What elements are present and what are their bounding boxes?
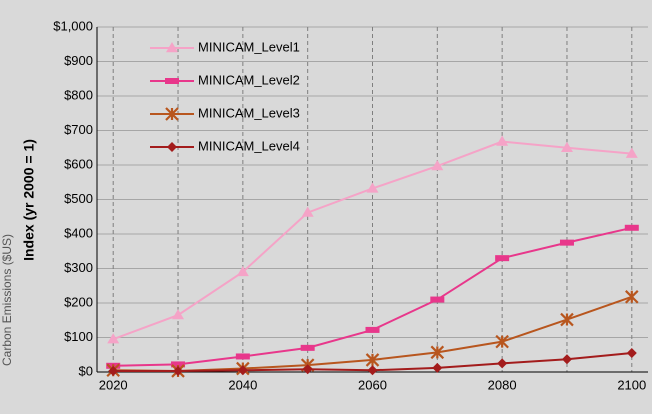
x-tick-label: 2020 [99, 377, 128, 392]
marker [300, 344, 315, 351]
marker [167, 142, 177, 152]
marker [301, 206, 314, 217]
marker [495, 334, 509, 349]
y-axis-label: Index (yr 2000 = 1) [21, 139, 37, 261]
y-tick-label: $0 [79, 363, 93, 378]
marker [173, 365, 184, 376]
legend-label: MINICAM_Level1 [198, 39, 300, 54]
marker [431, 160, 444, 171]
marker [366, 182, 379, 193]
marker [430, 345, 445, 360]
y-tick-label: $800 [64, 87, 93, 102]
y-tick-label: $1,000 [53, 18, 93, 33]
y-tick-label: $700 [64, 122, 93, 137]
marker [625, 290, 639, 304]
marker [172, 309, 185, 320]
marker [495, 255, 510, 262]
marker [430, 296, 445, 303]
side-label: Carbon Emissions ($US) [0, 234, 14, 366]
legend-label: MINICAM_Level3 [198, 105, 300, 120]
y-tick-label: $300 [64, 260, 93, 275]
marker [432, 362, 443, 373]
marker [108, 365, 119, 376]
legend-label: MINICAM_Level4 [198, 138, 300, 153]
marker [166, 42, 178, 53]
marker [107, 333, 120, 344]
y-tick-label: $400 [64, 225, 93, 240]
marker [561, 354, 572, 365]
marker [365, 326, 380, 333]
x-tick-label: 2100 [617, 377, 646, 392]
marker [302, 364, 313, 375]
marker [367, 365, 378, 376]
y-tick-label: $900 [64, 53, 93, 68]
x-tick-label: 2080 [488, 377, 517, 392]
marker [496, 135, 509, 146]
y-tick-label: $100 [64, 329, 93, 344]
marker [560, 312, 574, 327]
marker [171, 361, 186, 368]
marker [165, 78, 179, 84]
y-tick-label: $200 [64, 294, 93, 309]
marker [165, 107, 179, 121]
marker [365, 353, 380, 367]
marker [236, 265, 249, 277]
marker [560, 141, 573, 152]
marker [624, 224, 639, 231]
marker [625, 147, 638, 158]
legend-label: MINICAM_Level2 [198, 72, 300, 87]
y-tick-label: $600 [64, 156, 93, 171]
y-tick-label: $500 [64, 191, 93, 206]
marker [626, 348, 637, 359]
x-tick-label: 2060 [358, 377, 387, 392]
marker [235, 353, 250, 360]
marker [237, 365, 248, 376]
x-tick-label: 2040 [228, 377, 257, 392]
marker [497, 358, 508, 369]
marker [559, 239, 574, 246]
